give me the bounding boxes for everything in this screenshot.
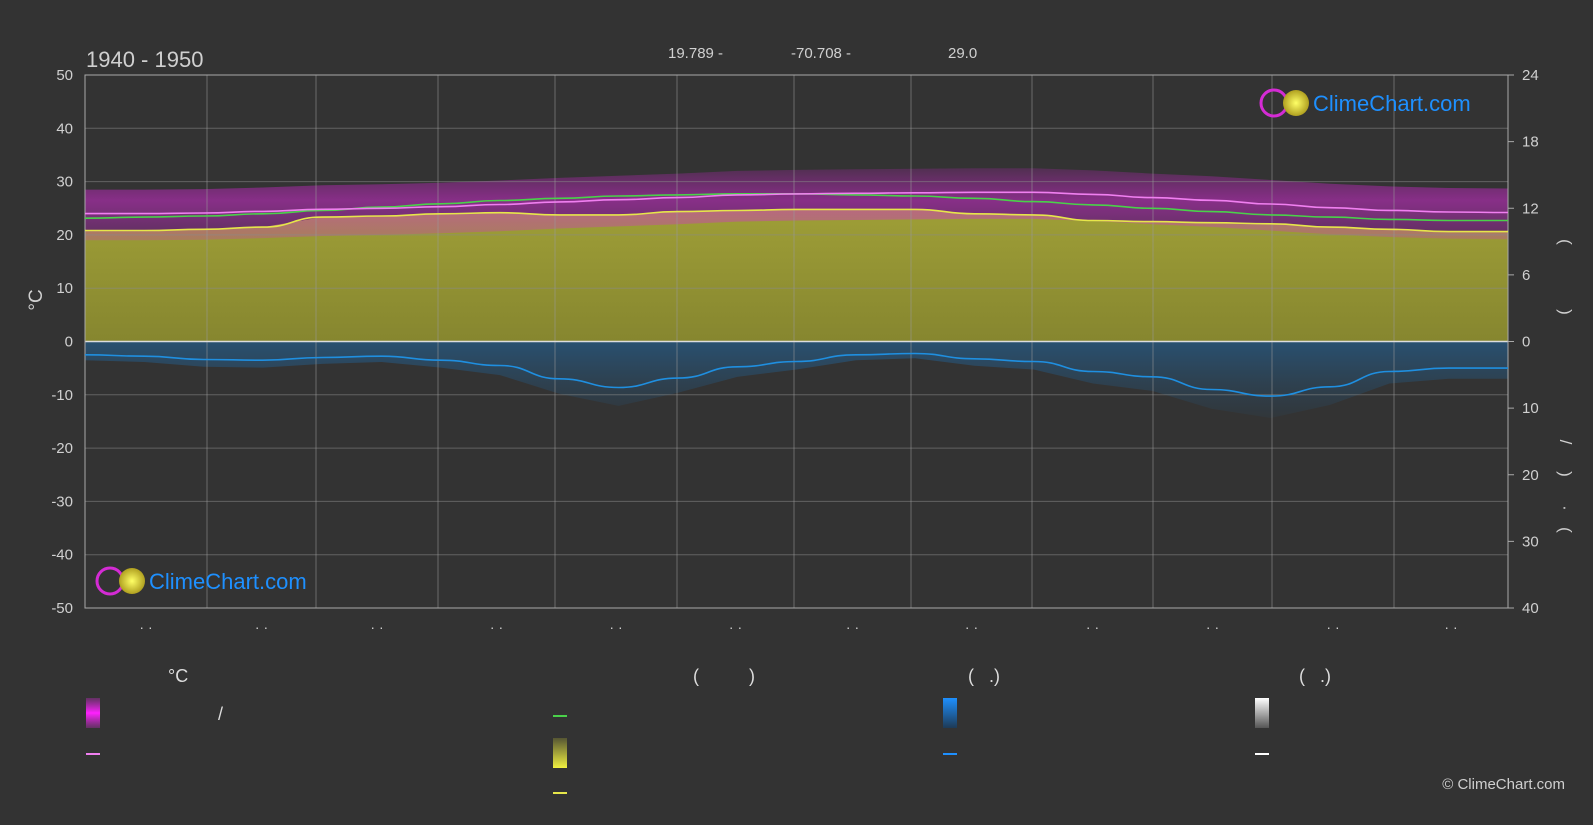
- logo-sun-icon: [119, 568, 145, 594]
- legend-title-snow: ( .): [1299, 666, 1331, 686]
- x-tick-label: · ·: [370, 619, 383, 635]
- x-tick-label: · ·: [729, 619, 742, 635]
- y-tick-left: 40: [56, 120, 73, 137]
- legend-title-hours: ( ): [693, 666, 755, 686]
- logo-sun-icon: [1283, 90, 1309, 116]
- longitude-label: -70.708 -: [791, 45, 851, 62]
- y-axis-label-right-glyph: ·: [1556, 505, 1575, 511]
- x-tick-label: · ·: [1444, 619, 1457, 635]
- x-tick-label: · ·: [846, 619, 859, 635]
- y-axis-label-right-glyph: (: [1556, 527, 1575, 533]
- y-axis-label-right-glyph: /: [1556, 440, 1575, 445]
- elevation-label: 29.0: [948, 45, 977, 62]
- copyright-notice: © ClimeChart.com: [1442, 776, 1565, 793]
- series-line-max_temp: [85, 191, 1509, 215]
- y-tick-left: -10: [51, 387, 73, 404]
- y-tick-right-top: 24: [1522, 67, 1539, 84]
- x-tick-label: · ·: [255, 619, 268, 635]
- y-axis-label-right-glyph: (: [1556, 239, 1575, 245]
- y-tick-left: -40: [51, 547, 73, 564]
- y-tick-right-top: 0: [1522, 334, 1530, 351]
- y-tick-left: 20: [56, 227, 73, 244]
- brand-logo-top[interactable]: ClimeChart.com: [1259, 88, 1471, 118]
- y-tick-right-bottom: 40: [1522, 600, 1539, 617]
- y-tick-left: 0: [65, 334, 73, 351]
- legend-title-precip: ( .): [968, 666, 1000, 686]
- y-axis-label-right-glyph: ): [1556, 471, 1575, 477]
- x-tick-label: · ·: [1326, 619, 1339, 635]
- precip-area: [85, 341, 1508, 418]
- brand-name-bottom: ClimeChart.com: [149, 569, 307, 594]
- y-tick-left: -50: [51, 600, 73, 617]
- y-tick-right-bottom: 10: [1522, 400, 1539, 417]
- legend-swatch-temp-range: [86, 698, 100, 728]
- sunshine-area: [85, 209, 1508, 342]
- y-axis-label-left: °C: [26, 289, 47, 310]
- brand-logo-bottom[interactable]: ClimeChart.com: [95, 566, 307, 596]
- legend-swatch-snow: [1255, 698, 1269, 728]
- y-tick-right-bottom: 20: [1522, 467, 1539, 484]
- latitude-label: 19.789 -: [668, 45, 723, 62]
- x-tick-label: · ·: [1206, 619, 1219, 635]
- series-line-precip: [84, 352, 1508, 397]
- legend-swatch-precip: [943, 698, 957, 728]
- y-tick-right-bottom: 30: [1522, 533, 1539, 550]
- y-tick-right-top: 6: [1522, 267, 1530, 284]
- x-tick-label: · ·: [609, 619, 622, 635]
- y-tick-left: 50: [56, 67, 73, 84]
- x-tick-label: · ·: [139, 619, 152, 635]
- y-tick-left: -20: [51, 440, 73, 457]
- period-title: 1940 - 1950: [86, 47, 203, 72]
- y-tick-left: 10: [56, 280, 73, 297]
- series-line-sunshine: [85, 208, 1508, 233]
- y-tick-left: 30: [56, 174, 73, 191]
- y-tick-left: -30: [51, 493, 73, 510]
- legend-swatch-sunshine: [553, 738, 567, 768]
- x-tick-label: · ·: [1086, 619, 1099, 635]
- y-axis-label-right-glyph: ): [1556, 309, 1575, 315]
- y-tick-right-top: 18: [1522, 134, 1539, 151]
- legend-title-temperature: °C: [168, 666, 189, 686]
- x-tick-label: · ·: [965, 619, 978, 635]
- brand-name-top: ClimeChart.com: [1313, 91, 1471, 116]
- y-tick-right-top: 12: [1522, 200, 1539, 217]
- legend-label-temp-range: /: [218, 704, 224, 724]
- x-tick-label: · ·: [490, 619, 503, 635]
